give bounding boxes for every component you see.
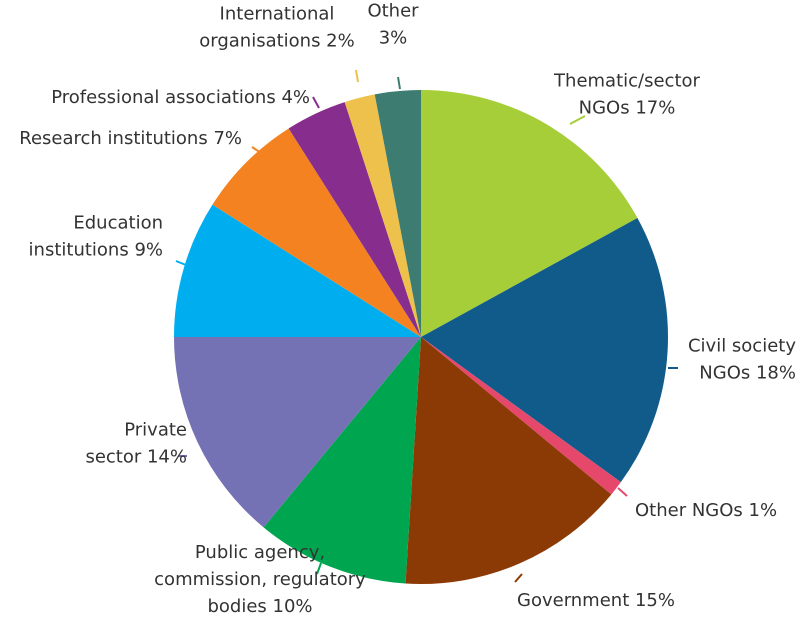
leader-line-4 <box>514 573 523 583</box>
pie-slice-5 <box>263 337 421 584</box>
slice-label-line: bodies 10% <box>207 596 312 617</box>
slice-label-8: Research institutions 7% <box>19 128 242 149</box>
slice-label-line: NGOs 17% <box>579 98 676 119</box>
slice-label-line: Thematic/sector <box>553 71 700 92</box>
slice-labels: Thematic/sector NGOs 17% Civil society NGOs… <box>19 1 796 618</box>
pie-slice-10 <box>344 94 421 337</box>
slice-label-1: Thematic/sector NGOs 17% <box>553 71 700 119</box>
slice-label-7: Education institutions 9% <box>29 213 163 261</box>
slice-label-2: Civil society NGOs 18% <box>688 336 796 384</box>
slice-label-line: sector 14% <box>85 447 187 468</box>
slice-label-line: International <box>220 4 335 25</box>
slice-label-line: institutions 9% <box>29 240 163 261</box>
pie-slice-1 <box>421 90 638 337</box>
slice-label-line: Other NGOs 1% <box>635 500 777 521</box>
pie-slice-8 <box>212 128 421 337</box>
pie-slice-11 <box>374 90 421 337</box>
slice-label-line: 3% <box>379 28 408 49</box>
slice-label-line: Research institutions 7% <box>19 128 242 149</box>
slice-label-line: Private <box>124 420 187 441</box>
slice-label-line: organisations 2% <box>199 31 355 52</box>
slice-label-line: Public agency, <box>195 542 325 563</box>
leader-line-3 <box>617 487 628 497</box>
slice-label-line: Government 15% <box>517 590 675 611</box>
leader-line-9 <box>312 96 320 109</box>
leader-line-11 <box>397 76 401 90</box>
slice-label-11: Other 3% <box>367 1 419 49</box>
slice-label-5: Public agency, commission, regulatory bodi… <box>154 542 366 617</box>
leader-line-8 <box>251 146 262 154</box>
slice-label-line: Civil society <box>688 336 796 357</box>
leader-line-5 <box>316 562 322 575</box>
pie-slice-4 <box>405 337 612 584</box>
leader-lines <box>175 69 678 583</box>
leader-line-10 <box>355 69 359 83</box>
slice-label-line: NGOs 18% <box>699 363 796 384</box>
pie-slices <box>174 90 668 584</box>
slice-label-line: commission, regulatory <box>154 569 366 590</box>
leader-line-1 <box>569 115 586 125</box>
pie-slice-9 <box>288 102 421 337</box>
slice-label-line: Education <box>73 213 163 234</box>
slice-label-10: International organisations 2% <box>199 4 355 52</box>
pie-slice-2 <box>421 218 668 483</box>
slice-label-line: Professional associations 4% <box>51 87 310 108</box>
slice-label-line: Other <box>367 1 419 22</box>
slice-label-9: Professional associations 4% <box>51 87 310 108</box>
pie-slice-7 <box>174 204 421 337</box>
slice-label-3: Other NGOs 1% <box>635 500 777 521</box>
slice-label-4: Government 15% <box>517 590 675 611</box>
pie-slice-6 <box>174 337 421 528</box>
leader-line-7 <box>175 260 187 266</box>
slice-label-6: Private sector 14% <box>85 420 187 468</box>
pie-slice-3 <box>421 337 621 495</box>
